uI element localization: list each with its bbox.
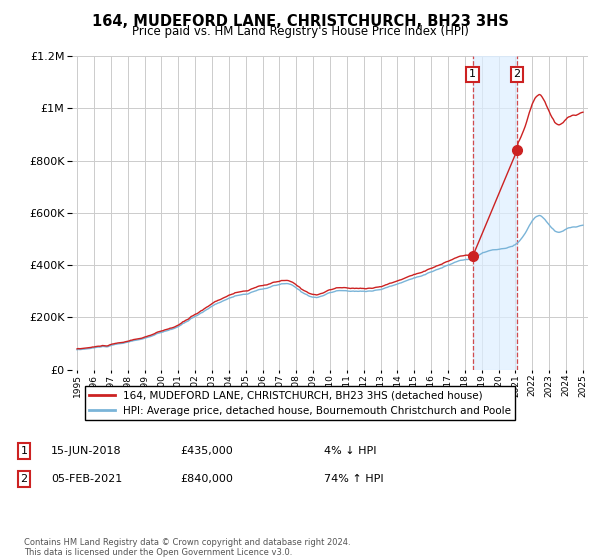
Legend: 164, MUDEFORD LANE, CHRISTCHURCH, BH23 3HS (detached house), HPI: Average price,: 164, MUDEFORD LANE, CHRISTCHURCH, BH23 3… (85, 386, 515, 420)
Text: 05-FEB-2021: 05-FEB-2021 (51, 474, 122, 484)
Text: 4% ↓ HPI: 4% ↓ HPI (324, 446, 377, 456)
Text: 164, MUDEFORD LANE, CHRISTCHURCH, BH23 3HS: 164, MUDEFORD LANE, CHRISTCHURCH, BH23 3… (92, 14, 508, 29)
Text: 2: 2 (20, 474, 28, 484)
Text: £840,000: £840,000 (180, 474, 233, 484)
Text: 74% ↑ HPI: 74% ↑ HPI (324, 474, 383, 484)
Text: 2: 2 (514, 69, 521, 80)
Text: 15-JUN-2018: 15-JUN-2018 (51, 446, 122, 456)
Text: Price paid vs. HM Land Registry's House Price Index (HPI): Price paid vs. HM Land Registry's House … (131, 25, 469, 38)
Text: 1: 1 (469, 69, 476, 80)
Text: £435,000: £435,000 (180, 446, 233, 456)
Text: 1: 1 (20, 446, 28, 456)
Bar (473, 56, 517, 370)
Text: Contains HM Land Registry data © Crown copyright and database right 2024.
This d: Contains HM Land Registry data © Crown c… (24, 538, 350, 557)
